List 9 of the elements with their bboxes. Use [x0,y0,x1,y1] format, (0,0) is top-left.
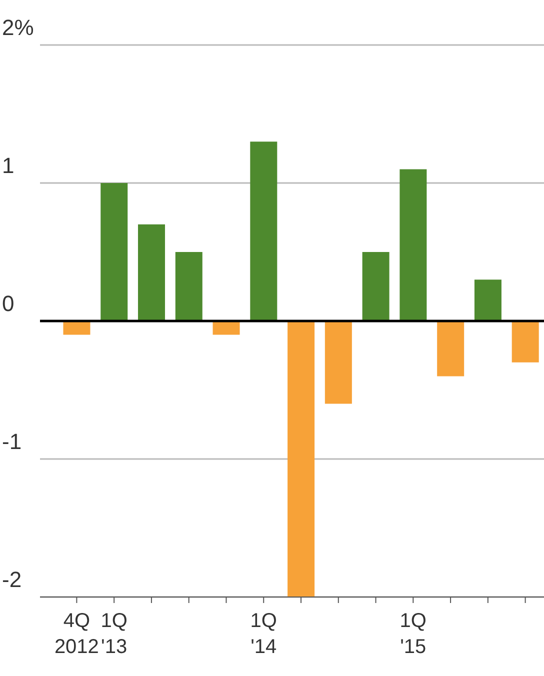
x-tick-label: 1Q '14 [250,610,277,658]
y-tick-label: 0 [2,291,14,316]
y-tick-label: -1 [2,429,22,454]
y-tick-label: 1 [2,153,14,178]
x-tick-label: 4Q 2012 [54,610,99,658]
x-tick-label: 1Q '15 [400,610,426,658]
x-tick-label: 1Q '13 [100,610,128,658]
y-tick-label: -2 [2,567,22,592]
y-tick-label: 2% [2,15,34,40]
